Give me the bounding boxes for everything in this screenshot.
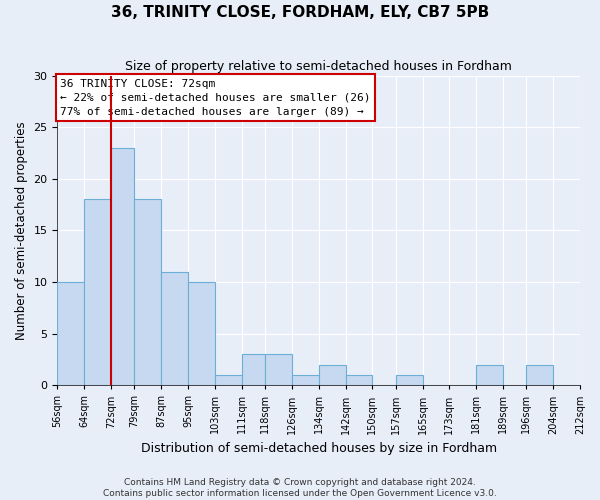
- Text: 36 TRINITY CLOSE: 72sqm
← 22% of semi-detached houses are smaller (26)
77% of se: 36 TRINITY CLOSE: 72sqm ← 22% of semi-de…: [60, 78, 371, 116]
- Bar: [396, 375, 422, 386]
- Y-axis label: Number of semi-detached properties: Number of semi-detached properties: [15, 121, 28, 340]
- Text: 36, TRINITY CLOSE, FORDHAM, ELY, CB7 5PB: 36, TRINITY CLOSE, FORDHAM, ELY, CB7 5PB: [111, 5, 489, 20]
- Bar: [292, 375, 319, 386]
- Bar: [526, 364, 553, 386]
- Bar: [161, 272, 188, 386]
- Bar: [346, 375, 373, 386]
- Bar: [476, 364, 503, 386]
- Bar: [242, 354, 265, 386]
- Bar: [215, 375, 242, 386]
- Bar: [319, 364, 346, 386]
- Title: Size of property relative to semi-detached houses in Fordham: Size of property relative to semi-detach…: [125, 60, 512, 73]
- Bar: [265, 354, 292, 386]
- Bar: [188, 282, 215, 386]
- Bar: [134, 200, 161, 386]
- Text: Contains HM Land Registry data © Crown copyright and database right 2024.
Contai: Contains HM Land Registry data © Crown c…: [103, 478, 497, 498]
- Bar: [58, 282, 84, 386]
- X-axis label: Distribution of semi-detached houses by size in Fordham: Distribution of semi-detached houses by …: [140, 442, 497, 455]
- Bar: [84, 200, 111, 386]
- Bar: [111, 148, 134, 386]
